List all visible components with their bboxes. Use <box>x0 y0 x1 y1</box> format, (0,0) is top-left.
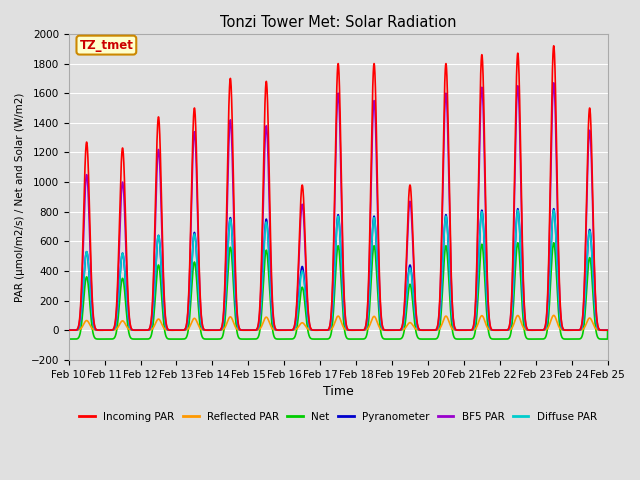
Title: Tonzi Tower Met: Solar Radiation: Tonzi Tower Met: Solar Radiation <box>220 15 456 30</box>
X-axis label: Time: Time <box>323 385 353 398</box>
Text: TZ_tmet: TZ_tmet <box>79 38 133 52</box>
Y-axis label: PAR (μmol/m2/s) / Net and Solar (W/m2): PAR (μmol/m2/s) / Net and Solar (W/m2) <box>15 92 25 301</box>
Legend: Incoming PAR, Reflected PAR, Net, Pyranometer, BF5 PAR, Diffuse PAR: Incoming PAR, Reflected PAR, Net, Pyrano… <box>76 408 601 426</box>
